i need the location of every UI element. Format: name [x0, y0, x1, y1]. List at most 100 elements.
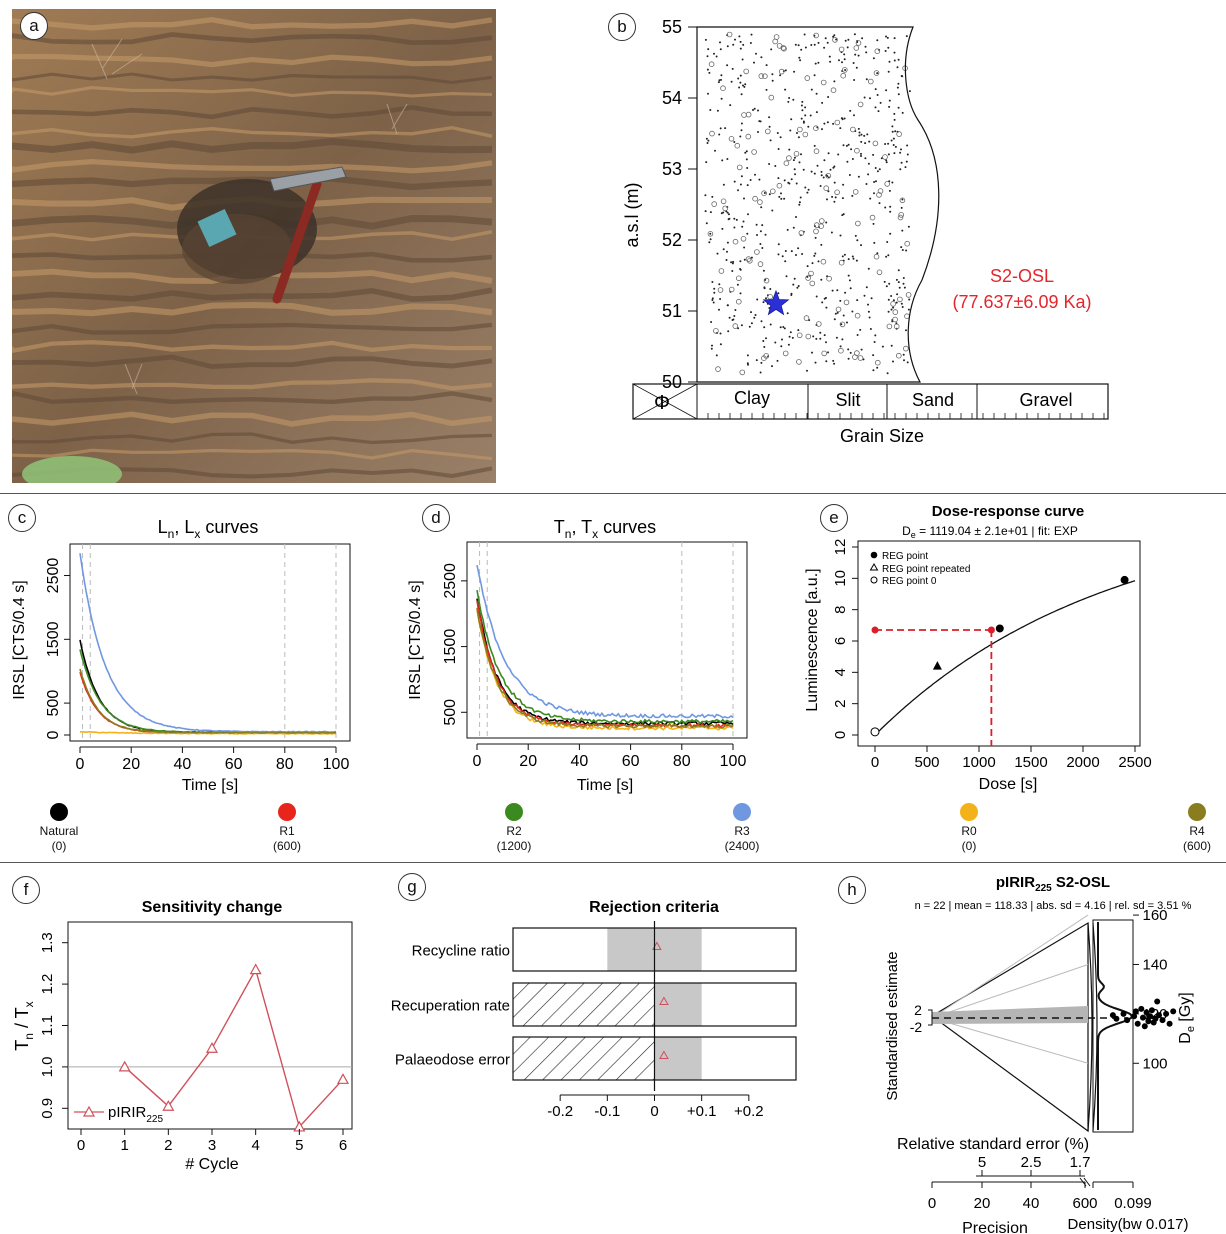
- sediment-dot: [740, 129, 743, 132]
- sediment-dot: [863, 96, 866, 99]
- sediment-dot: [799, 59, 802, 62]
- y-tick-label: 0: [832, 731, 849, 739]
- sediment-dot: [833, 80, 836, 83]
- soil-layer-line: [12, 105, 493, 120]
- sediment-dot: [904, 166, 907, 169]
- sediment-dot: [797, 329, 800, 332]
- sediment-dot: [886, 36, 889, 39]
- soil-layer-line: [12, 411, 493, 427]
- sediment-dot: [756, 234, 758, 236]
- sediment-dot: [851, 310, 854, 313]
- elevation-axis-title: a.s.l (m): [622, 183, 642, 248]
- sediment-dot: [887, 310, 890, 313]
- sediment-dot: [757, 131, 759, 133]
- sediment-dot: [815, 111, 818, 114]
- sediment-dot: [726, 304, 729, 307]
- sediment-dot: [893, 59, 896, 62]
- sediment-dot: [827, 190, 830, 193]
- sensitivity-point: [162, 1099, 175, 1111]
- soil-layer-line: [12, 448, 493, 461]
- sediment-dot: [822, 176, 825, 179]
- sediment-dot: [855, 66, 858, 69]
- sediment-dot: [714, 149, 716, 152]
- sediment-dot: [801, 109, 804, 112]
- sediment-dot: [819, 337, 822, 340]
- sediment-dot: [897, 93, 900, 96]
- sediment-dot: [853, 79, 856, 81]
- sediment-dot: [846, 321, 848, 324]
- elevation-tick-label: 52: [662, 230, 682, 250]
- sediment-dot: [806, 275, 809, 278]
- pebble: [830, 87, 837, 93]
- reg-zero-point: [870, 727, 880, 737]
- sediment-dot: [833, 362, 836, 365]
- pebble: [726, 31, 733, 38]
- sediment-dot: [757, 109, 759, 112]
- sediment-dot: [806, 369, 808, 372]
- legend-dot: [505, 803, 523, 821]
- sediment-dot: [834, 196, 837, 199]
- sediment-dot: [718, 133, 721, 136]
- de-estimate-point: [1141, 1023, 1148, 1030]
- elevation-tick-label: 54: [662, 88, 682, 108]
- sediment-dot: [874, 167, 877, 169]
- sediment-dot: [734, 38, 736, 41]
- sediment-dot: [817, 41, 820, 44]
- sediment-dot: [788, 335, 791, 338]
- sample-age: (77.637±6.09 Ka): [953, 292, 1092, 312]
- sediment-dot: [847, 38, 850, 41]
- y-tick-label: 1500: [442, 629, 459, 665]
- chart-h-rse-label: Relative standard error (%): [897, 1136, 1089, 1153]
- pebble: [884, 181, 891, 187]
- precision-tick-label: 40: [1023, 1195, 1040, 1212]
- sediment-dot: [885, 161, 888, 164]
- sediment-dot: [823, 334, 826, 337]
- sediment-dot: [780, 192, 782, 195]
- pebble: [765, 128, 771, 135]
- sediment-dot: [853, 33, 856, 36]
- sediment-dot: [791, 336, 794, 339]
- sensitivity-point: [336, 1073, 350, 1084]
- sediment-dot: [764, 233, 767, 236]
- sediment-dot: [906, 361, 909, 364]
- sediment-dot: [770, 48, 773, 51]
- sediment-dot: [887, 298, 890, 301]
- pebble: [874, 48, 881, 54]
- sediment-dot: [793, 168, 796, 171]
- y-tick-label: 1.2: [39, 974, 56, 995]
- sediment-dot: [843, 253, 846, 256]
- sediment-dot: [840, 323, 843, 326]
- sediment-dot: [836, 311, 839, 314]
- pebble: [781, 45, 787, 52]
- x-tick-label: 2: [164, 1137, 172, 1154]
- y-tick-label: 1500: [45, 621, 62, 657]
- sediment-dot: [734, 309, 737, 311]
- pebble: [740, 236, 747, 242]
- sediment-dot: [863, 294, 866, 297]
- sediment-dot: [711, 299, 714, 301]
- sediment-dot: [833, 318, 836, 321]
- x-tick-label: 60: [622, 753, 640, 770]
- sediment-dot: [897, 58, 900, 61]
- sediment-dot: [825, 360, 828, 363]
- standardised-tick: 2: [914, 1002, 922, 1018]
- sediment-dot: [870, 297, 873, 300]
- sediment-dot: [760, 361, 763, 364]
- sediment-dot: [833, 34, 836, 37]
- sediment-dot: [839, 299, 842, 302]
- pebble: [882, 154, 888, 160]
- sediment-dot: [709, 109, 712, 111]
- sediment-dot: [885, 285, 888, 288]
- chart-h-ylabel-left: Standardised estimate: [884, 951, 901, 1100]
- sediment-dot: [786, 228, 789, 231]
- sediment-dot: [844, 39, 847, 42]
- sediment-dot: [739, 40, 742, 43]
- sediment-dot: [720, 78, 722, 81]
- soil-layer-line: [12, 17, 493, 31]
- tn-tx-curves-chart: Tn, Tx curves 0 20 40 60 80 100 500 1500 2500 Ti…: [407, 517, 748, 794]
- de-estimate-point: [1131, 1013, 1138, 1020]
- sediment-dot: [778, 195, 781, 198]
- sediment-dot: [823, 122, 826, 125]
- sediment-dot: [825, 341, 827, 344]
- x-tick-label: 3: [208, 1137, 216, 1154]
